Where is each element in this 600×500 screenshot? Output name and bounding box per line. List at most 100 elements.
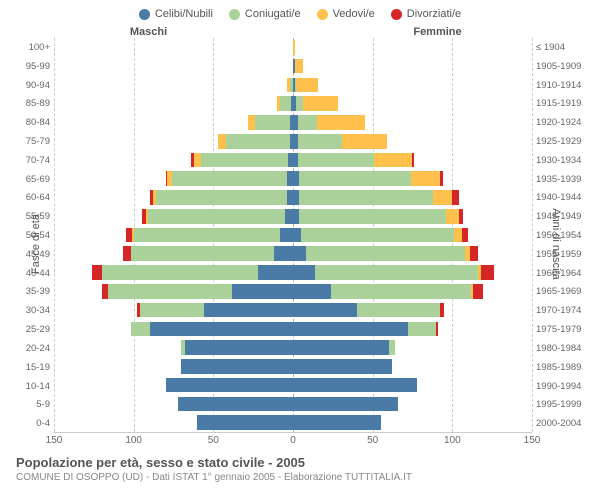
segment-celibi [293, 359, 392, 374]
segment-vedovi [303, 96, 338, 111]
birth-year-label: 1920-1924 [536, 113, 590, 132]
birth-year-label: 1965-1969 [536, 283, 590, 302]
bar-male [137, 303, 293, 318]
segment-coniugati [148, 209, 285, 224]
x-tick: 100 [444, 435, 461, 446]
pyramid-row [54, 301, 532, 320]
segment-coniugati [315, 265, 478, 280]
segment-coniugati [140, 303, 204, 318]
birth-year-label: 1990-1994 [536, 377, 590, 396]
legend: Celibi/NubiliConiugati/eVedovi/eDivorzia… [10, 8, 590, 20]
birth-year-label: 1980-1984 [536, 339, 590, 358]
segment-celibi [280, 228, 293, 243]
segment-divorziati [440, 303, 445, 318]
bar-female [293, 265, 494, 280]
plot-area [54, 38, 532, 433]
age-label: 5-9 [10, 395, 50, 414]
pyramid-row [54, 226, 532, 245]
segment-coniugati [255, 115, 290, 130]
segment-vedovi [295, 59, 303, 74]
segment-vedovi [411, 171, 440, 186]
bar-female [293, 190, 459, 205]
segment-divorziati [436, 322, 438, 337]
pyramid-row [54, 357, 532, 376]
age-label: 95-99 [10, 57, 50, 76]
segment-coniugati [331, 284, 471, 299]
birth-year-label: 1970-1974 [536, 301, 590, 320]
birth-year-label: ≤ 1904 [536, 38, 590, 57]
segment-vedovi [218, 134, 226, 149]
birth-year-label: 1915-1919 [536, 94, 590, 113]
age-label: 70-74 [10, 151, 50, 170]
pyramid-row [54, 94, 532, 113]
bar-female [293, 40, 295, 55]
age-label: 65-69 [10, 170, 50, 189]
birth-year-label: 1905-1909 [536, 57, 590, 76]
segment-coniugati [299, 171, 411, 186]
bar-male [197, 415, 293, 430]
segment-celibi [274, 246, 293, 261]
age-label: 60-64 [10, 189, 50, 208]
bar-male [191, 153, 293, 168]
bar-female [293, 340, 395, 355]
x-tick: 100 [125, 435, 142, 446]
bar-male [248, 115, 293, 130]
birth-year-label: 1955-1959 [536, 245, 590, 264]
segment-celibi [293, 265, 315, 280]
bar-female [293, 284, 483, 299]
segment-divorziati [462, 228, 468, 243]
bar-female [293, 228, 468, 243]
legend-swatch [317, 9, 328, 20]
birth-year-label: 1940-1944 [536, 189, 590, 208]
legend-item: Celibi/Nubili [139, 8, 213, 20]
pyramid-row [54, 38, 532, 57]
birth-year-label: 1925-1929 [536, 132, 590, 151]
bar-female [293, 359, 392, 374]
pyramid-row [54, 207, 532, 226]
segment-celibi [258, 265, 293, 280]
bar-male [218, 134, 293, 149]
segment-vedovi [433, 190, 452, 205]
segment-vedovi [374, 153, 412, 168]
bar-female [293, 246, 478, 261]
segment-celibi [150, 322, 293, 337]
pyramid-row [54, 263, 532, 282]
birth-year-label: 1910-1914 [536, 76, 590, 95]
segment-divorziati [481, 265, 494, 280]
bar-male [166, 378, 293, 393]
bar-male [181, 359, 293, 374]
bar-female [293, 115, 365, 130]
legend-label: Divorziati/e [407, 8, 461, 20]
segment-coniugati [108, 284, 232, 299]
legend-swatch [391, 9, 402, 20]
age-label: 0-4 [10, 414, 50, 433]
bar-female [293, 59, 303, 74]
segment-coniugati [131, 322, 150, 337]
column-headers: Maschi Femmine [10, 26, 590, 38]
segment-divorziati [470, 246, 478, 261]
segment-celibi [293, 303, 357, 318]
segment-vedovi [296, 78, 318, 93]
segment-vedovi [446, 209, 459, 224]
bar-female [293, 322, 438, 337]
bar-male [150, 190, 293, 205]
segment-coniugati [299, 190, 433, 205]
segment-vedovi [454, 228, 462, 243]
pyramid-row [54, 282, 532, 301]
pyramid-row [54, 376, 532, 395]
segment-coniugati [102, 265, 258, 280]
bar-male [130, 322, 293, 337]
pyramid-row [54, 319, 532, 338]
segment-coniugati [156, 190, 287, 205]
legend-item: Divorziati/e [391, 8, 461, 20]
birth-year-label: 1995-1999 [536, 395, 590, 414]
segment-divorziati [452, 190, 458, 205]
pyramid-row [54, 188, 532, 207]
bar-male [92, 265, 293, 280]
segment-divorziati [92, 265, 102, 280]
chart-container: Celibi/NubiliConiugati/eVedovi/eDivorzia… [0, 0, 600, 500]
segment-celibi [178, 397, 293, 412]
segment-coniugati [357, 303, 440, 318]
pyramid-row [54, 395, 532, 414]
age-label: 75-79 [10, 132, 50, 151]
